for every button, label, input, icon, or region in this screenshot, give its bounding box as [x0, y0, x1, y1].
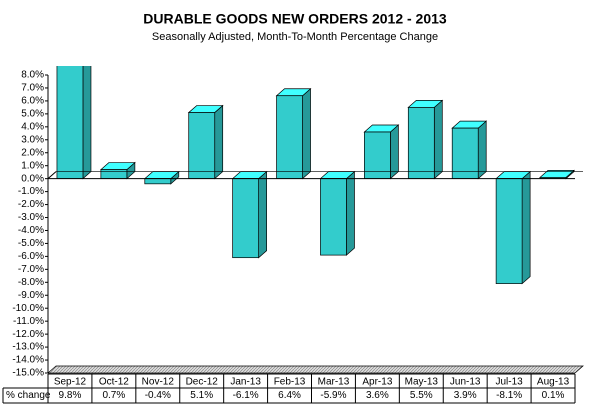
data-label: -6.1%	[233, 390, 259, 401]
x-tick-label: Jul-13	[496, 377, 524, 388]
bar	[495, 178, 523, 284]
y-tick-label: -8.0%	[18, 277, 44, 288]
zero-line-back	[47, 171, 57, 180]
bar	[144, 178, 172, 185]
x-tick-label: Feb-13	[274, 377, 306, 388]
bar	[56, 66, 84, 180]
x-tick-label: May-13	[405, 377, 439, 388]
y-tick-label: -1.0%	[18, 186, 44, 197]
y-tick-label: -11.0%	[13, 316, 44, 327]
y-tick-label: -15.0%	[12, 368, 44, 379]
y-tick-label: -4.0%	[18, 225, 44, 236]
bar-side	[521, 170, 531, 285]
y-tick-label: -12.0%	[12, 329, 44, 340]
y-tick-label: 5.0%	[21, 109, 44, 120]
y-tick-label: 1.0%	[21, 160, 44, 171]
bar	[364, 131, 391, 180]
data-label: -0.4%	[145, 390, 171, 401]
y-tick-label: -5.0%	[18, 238, 44, 249]
data-label: 9.8%	[59, 390, 82, 401]
bar-side	[302, 87, 311, 180]
bar-side	[477, 120, 487, 180]
y-tick-label: -14.0%	[12, 355, 44, 366]
y-tick-label: 7.0%	[21, 83, 44, 94]
y-tick-label: -2.0%	[18, 199, 44, 210]
bar-top	[57, 45, 91, 52]
x-tick-label: Mar-13	[318, 377, 350, 388]
chart-title: DURABLE GOODS NEW ORDERS 2012 - 2013	[143, 11, 447, 27]
bar	[100, 169, 128, 180]
x-tick-label: Apr-13	[362, 377, 392, 388]
floor	[47, 365, 584, 374]
y-tick-label: -10.0%	[12, 303, 44, 314]
x-tick-label: Jan-13	[230, 377, 261, 388]
y-tick-label: -13.0%	[12, 342, 44, 353]
x-tick-label: Aug-13	[537, 377, 570, 388]
legend-label: % change	[6, 390, 51, 401]
y-tick-label: 0.0%	[21, 173, 44, 184]
y-tick-label: 2.0%	[21, 147, 44, 158]
data-label: 5.1%	[190, 390, 213, 401]
bar-side	[214, 104, 224, 180]
data-label: 5.5%	[410, 390, 433, 401]
y-tick-label: -7.0%	[18, 264, 44, 275]
y-tick-label: -9.0%	[18, 290, 44, 301]
bar	[320, 178, 347, 256]
bar	[407, 107, 435, 180]
bar-side	[433, 99, 443, 180]
x-tick-label: Jun-13	[450, 377, 481, 388]
x-tick-label: Nov-12	[142, 377, 175, 388]
y-tick-label: 3.0%	[21, 134, 44, 145]
y-tick-label: 8.0%	[21, 70, 44, 81]
y-tick-label: 4.0%	[21, 121, 44, 132]
data-label: -5.9%	[320, 390, 346, 401]
chart-subtitle: Seasonally Adjusted, Month-To-Month Perc…	[152, 31, 438, 43]
data-label: 3.6%	[366, 390, 389, 401]
bar	[232, 178, 259, 259]
y-tick-label: -6.0%	[18, 251, 44, 262]
bar-side	[258, 170, 267, 259]
data-label: 3.9%	[454, 390, 477, 401]
data-label: 0.1%	[542, 390, 565, 401]
x-tick-label: Dec-12	[186, 377, 219, 388]
bar	[276, 95, 303, 180]
x-tick-label: Sep-12	[54, 377, 87, 388]
data-label: 0.7%	[102, 390, 125, 401]
data-label: -8.1%	[496, 390, 522, 401]
bar	[188, 112, 216, 180]
y-tick-label: 6.0%	[21, 96, 44, 107]
x-tick-label: Oct-12	[99, 377, 129, 388]
bar-side	[390, 124, 399, 180]
bar-side	[346, 170, 355, 256]
y-tick-label: -3.0%	[18, 212, 44, 223]
plot	[56, 45, 575, 285]
bar-side	[82, 66, 92, 180]
bar	[451, 127, 479, 180]
data-label: 6.4%	[278, 390, 301, 401]
